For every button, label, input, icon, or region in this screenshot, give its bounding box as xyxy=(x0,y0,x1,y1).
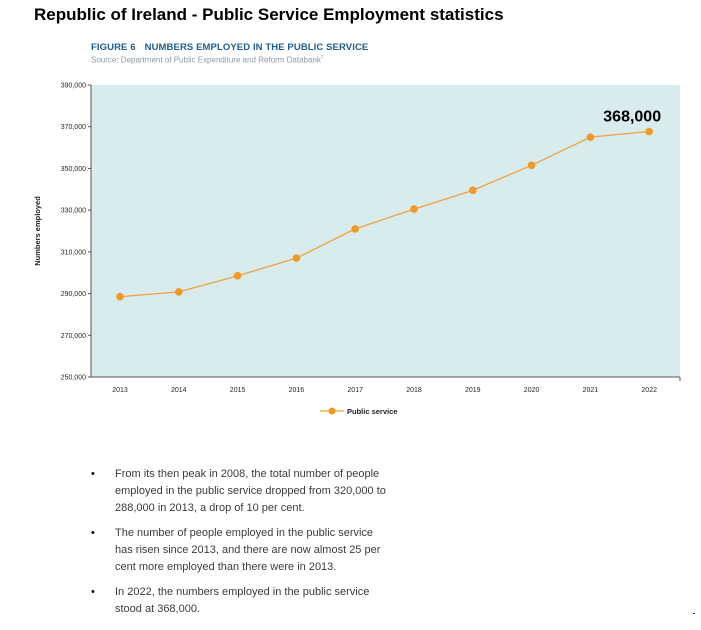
figure-title: NUMBERS EMPLOYED IN THE PUBLIC SERVICE xyxy=(144,42,369,53)
x-tick-label: 2018 xyxy=(406,387,422,394)
line-chart: 250,000 270,000 290,000 310,000 330,000 350,0… xyxy=(33,83,681,416)
data-point xyxy=(233,272,242,280)
figure-source-text: Source: Department of Public Expenditure… xyxy=(91,55,321,65)
y-tick-labels: 250,000 270,000 290,000 310,000 330,000 350,0… xyxy=(61,83,91,382)
legend-label: Public service xyxy=(347,407,397,416)
y-tick-label: 270,000 xyxy=(61,333,86,340)
series-points xyxy=(116,127,653,301)
y-tick-label: 310,000 xyxy=(61,249,86,256)
figure-number: FIGURE 6 xyxy=(91,42,136,53)
data-point xyxy=(175,288,183,296)
series-lines xyxy=(119,130,650,298)
bullet-list: • From its then peak in 2008, the total n… xyxy=(88,466,388,626)
bullet-item: • From its then peak in 2008, the total n… xyxy=(88,466,388,517)
legend: Public service xyxy=(320,407,397,416)
x-tick-label: 2020 xyxy=(524,387,540,394)
y-axis-label: Numbers employed xyxy=(33,196,42,266)
plot-area xyxy=(91,85,680,377)
x-tick-label: 2014 xyxy=(171,387,187,394)
bullet-text: In 2022, the numbers employed in the pub… xyxy=(115,586,370,615)
x-tick-label: 2016 xyxy=(289,387,305,394)
x-tick-label: 2015 xyxy=(230,387,246,394)
bullet-dot-icon: • xyxy=(91,468,95,480)
y-tick-label: 350,000 xyxy=(61,166,86,173)
x-tick-label: 2019 xyxy=(465,387,481,394)
x-tick-label: 2017 xyxy=(347,387,363,394)
data-point xyxy=(527,161,536,170)
y-tick-label: 330,000 xyxy=(61,208,86,215)
data-point xyxy=(292,254,301,262)
y-tick-label: 250,000 xyxy=(61,375,86,382)
bullet-text: The number of people employed in the pub… xyxy=(115,527,381,573)
figure-source: Source: Department of Public Expenditure… xyxy=(91,55,324,65)
bullet-dot-icon: • xyxy=(91,586,95,598)
y-tick-label: 390,000 xyxy=(61,83,86,90)
x-tick-label: 2013 xyxy=(112,387,128,394)
page-title: Republic of Ireland - Public Service Emp… xyxy=(34,5,504,24)
data-point xyxy=(116,292,124,301)
series-line xyxy=(119,130,650,298)
x-tick-label: 2021 xyxy=(583,387,599,394)
data-point xyxy=(410,205,418,213)
bullet-item: • In 2022, the numbers employed in the pu… xyxy=(88,584,388,618)
bullet-dot-icon: • xyxy=(91,527,95,539)
y-tick-label: 290,000 xyxy=(61,291,86,298)
data-point xyxy=(469,186,477,195)
y-tick-label: 370,000 xyxy=(61,124,86,131)
data-point xyxy=(351,225,360,233)
legend-marker xyxy=(328,407,336,415)
annotation-label: 368,000 xyxy=(603,109,661,126)
x-tick-labels: 2013 2014 2015 2016 2017 2018 2019 2020 2021 2022 xyxy=(112,377,681,394)
data-point xyxy=(586,133,595,141)
bullet-text: From its then peak in 2008, the total nu… xyxy=(115,468,386,514)
bullet-item: • The number of people employed in the pu… xyxy=(88,525,388,576)
figure-source-footnote: 7 xyxy=(320,55,324,61)
figure-caption: FIGURE 6 NUMBERS EMPLOYED IN THE PUBLIC S… xyxy=(91,42,368,53)
data-point xyxy=(645,127,653,136)
x-tick-label: 2022 xyxy=(641,387,657,394)
corner-mark xyxy=(693,613,695,614)
